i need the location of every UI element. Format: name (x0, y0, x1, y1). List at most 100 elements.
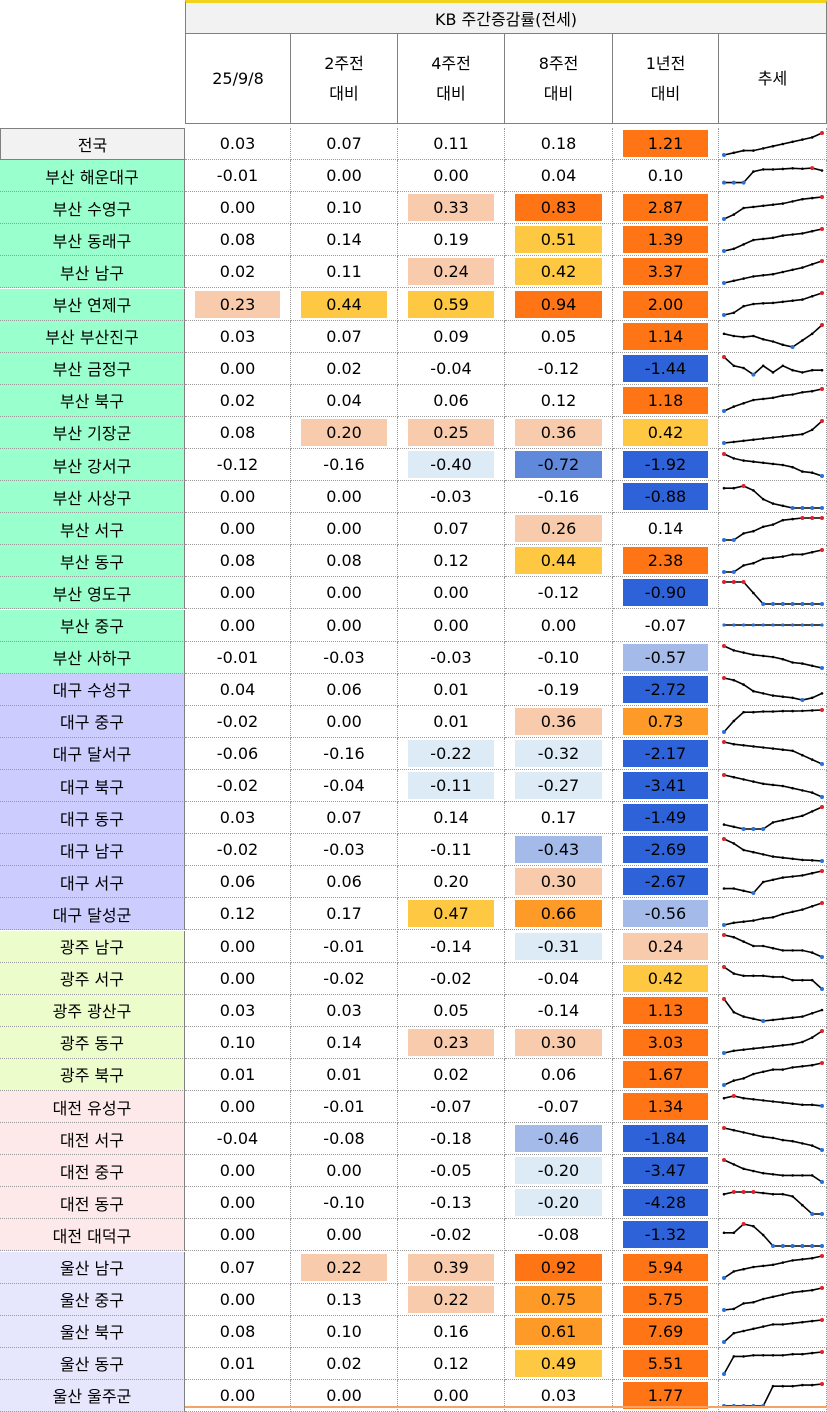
sparkline-min-point (721, 537, 726, 542)
value-cell: -2.17 (613, 737, 719, 770)
region-name: 대전 대덕구 (0, 1219, 185, 1252)
value-cell: 0.61 (505, 1315, 613, 1348)
value-cell: 0.11 (398, 128, 505, 160)
sparkline-point (761, 1098, 764, 1102)
value-cell: 0.00 (185, 513, 291, 546)
value-cell: 0.14 (398, 802, 505, 835)
sparkline-point (810, 1352, 813, 1355)
trend-sparkline (719, 673, 827, 706)
value-cell: 1.14 (613, 320, 719, 353)
heat-fill (623, 707, 708, 735)
heat-fill (623, 1028, 708, 1056)
value-text: 0.44 (326, 294, 362, 314)
value-cell: 0.00 (185, 481, 291, 514)
value-cell: 0.02 (291, 1347, 398, 1380)
value-cell: 0.10 (185, 1026, 291, 1059)
value-cell: 0.00 (291, 481, 398, 514)
trend-sparkline (719, 352, 827, 385)
value-cell: 0.06 (291, 866, 398, 899)
sparkline-point (751, 1265, 755, 1269)
sparkline-max-point (721, 1125, 726, 1130)
heat-fill (515, 1189, 602, 1217)
value-cell: -0.11 (398, 770, 505, 802)
sparkline-point (781, 343, 784, 347)
sparkline-svg (722, 1221, 824, 1248)
trend-sparkline (719, 1026, 827, 1059)
value-text: 0.66 (540, 904, 577, 924)
sparkline-min-point (721, 1083, 726, 1088)
value-cell: 0.42 (613, 416, 719, 449)
sparkline-svg (721, 226, 824, 253)
sparkline-min-point (799, 601, 804, 606)
sparkline-point (741, 1267, 745, 1271)
sparkline-max-point (731, 1093, 736, 1098)
heat-fill (408, 900, 494, 928)
sparkline-svg (722, 483, 824, 510)
sparkline-point (800, 1321, 804, 1324)
sparkline-min-point (721, 216, 726, 221)
sparkline-point (781, 912, 784, 916)
value-cell: -2.72 (613, 673, 719, 706)
sparkline-min-point (780, 1243, 785, 1248)
sparkline-point (722, 486, 725, 490)
value-text: 2.87 (647, 198, 684, 218)
sparkline-point (732, 456, 735, 460)
sparkline-point (771, 301, 774, 305)
value-text: 1.13 (647, 1000, 684, 1020)
sparkline-point (751, 1354, 755, 1357)
sparkline-svg (721, 1125, 824, 1152)
trend-sparkline (719, 1251, 827, 1284)
value-cell: 0.14 (291, 224, 398, 257)
value-cell: 5.75 (613, 1283, 719, 1316)
region-name: 울산 남구 (0, 1251, 185, 1284)
sparkline-point (810, 904, 813, 908)
sparkline-max-point (819, 1318, 824, 1323)
sparkline-min-point (721, 409, 726, 414)
value-cell: 0.00 (398, 160, 505, 193)
value-cell: 0.14 (291, 1026, 398, 1059)
heat-fill (515, 226, 602, 254)
sparkline-point (761, 852, 764, 856)
sparkline-max-point (721, 933, 726, 937)
sparkline-min-point (819, 1211, 824, 1216)
value-cell: 0.36 (505, 416, 613, 449)
sparkline-point (800, 298, 804, 301)
sparkline-point (732, 334, 735, 338)
value-cell: -0.13 (398, 1187, 505, 1220)
sparkline-min-point (799, 505, 804, 510)
sparkline-point (810, 295, 813, 298)
sparkline-point (751, 398, 755, 402)
value-text: 3.37 (647, 262, 684, 282)
sparkline-point (771, 501, 774, 505)
sparkline-point (751, 1224, 755, 1228)
sparkline-point (770, 623, 775, 627)
sparkline-point (790, 1066, 794, 1070)
sparkline-min-point (721, 1051, 726, 1056)
sparkline-point (810, 871, 813, 875)
sparkline-point (781, 435, 784, 439)
heat-fill (623, 1381, 708, 1409)
sparkline-point (810, 758, 813, 762)
heat-fill (515, 547, 602, 575)
value-cell: 0.00 (185, 577, 291, 610)
value-cell: 0.01 (398, 705, 505, 738)
sparkline-point (771, 783, 774, 786)
value-cell: -0.03 (398, 481, 505, 514)
sparkline-svg (721, 740, 824, 767)
heat-fill (623, 1157, 708, 1185)
value-cell: 0.00 (185, 609, 291, 642)
value-cell: -0.20 (505, 1187, 613, 1220)
value-cell: 0.22 (291, 1251, 398, 1284)
sparkline-point (781, 1100, 784, 1104)
sparkline-point (781, 1261, 784, 1264)
value-text: 0.44 (540, 551, 577, 571)
heat-fill (515, 868, 602, 896)
value-cell: 0.03 (185, 802, 291, 835)
value-text: 1.67 (647, 1064, 684, 1084)
sparkline-line (722, 709, 822, 733)
value-cell: 0.10 (613, 160, 719, 193)
sparkline-point (790, 949, 794, 952)
sparkline-svg (721, 900, 824, 927)
trend-sparkline (719, 449, 827, 481)
value-cell: -0.40 (398, 449, 505, 481)
